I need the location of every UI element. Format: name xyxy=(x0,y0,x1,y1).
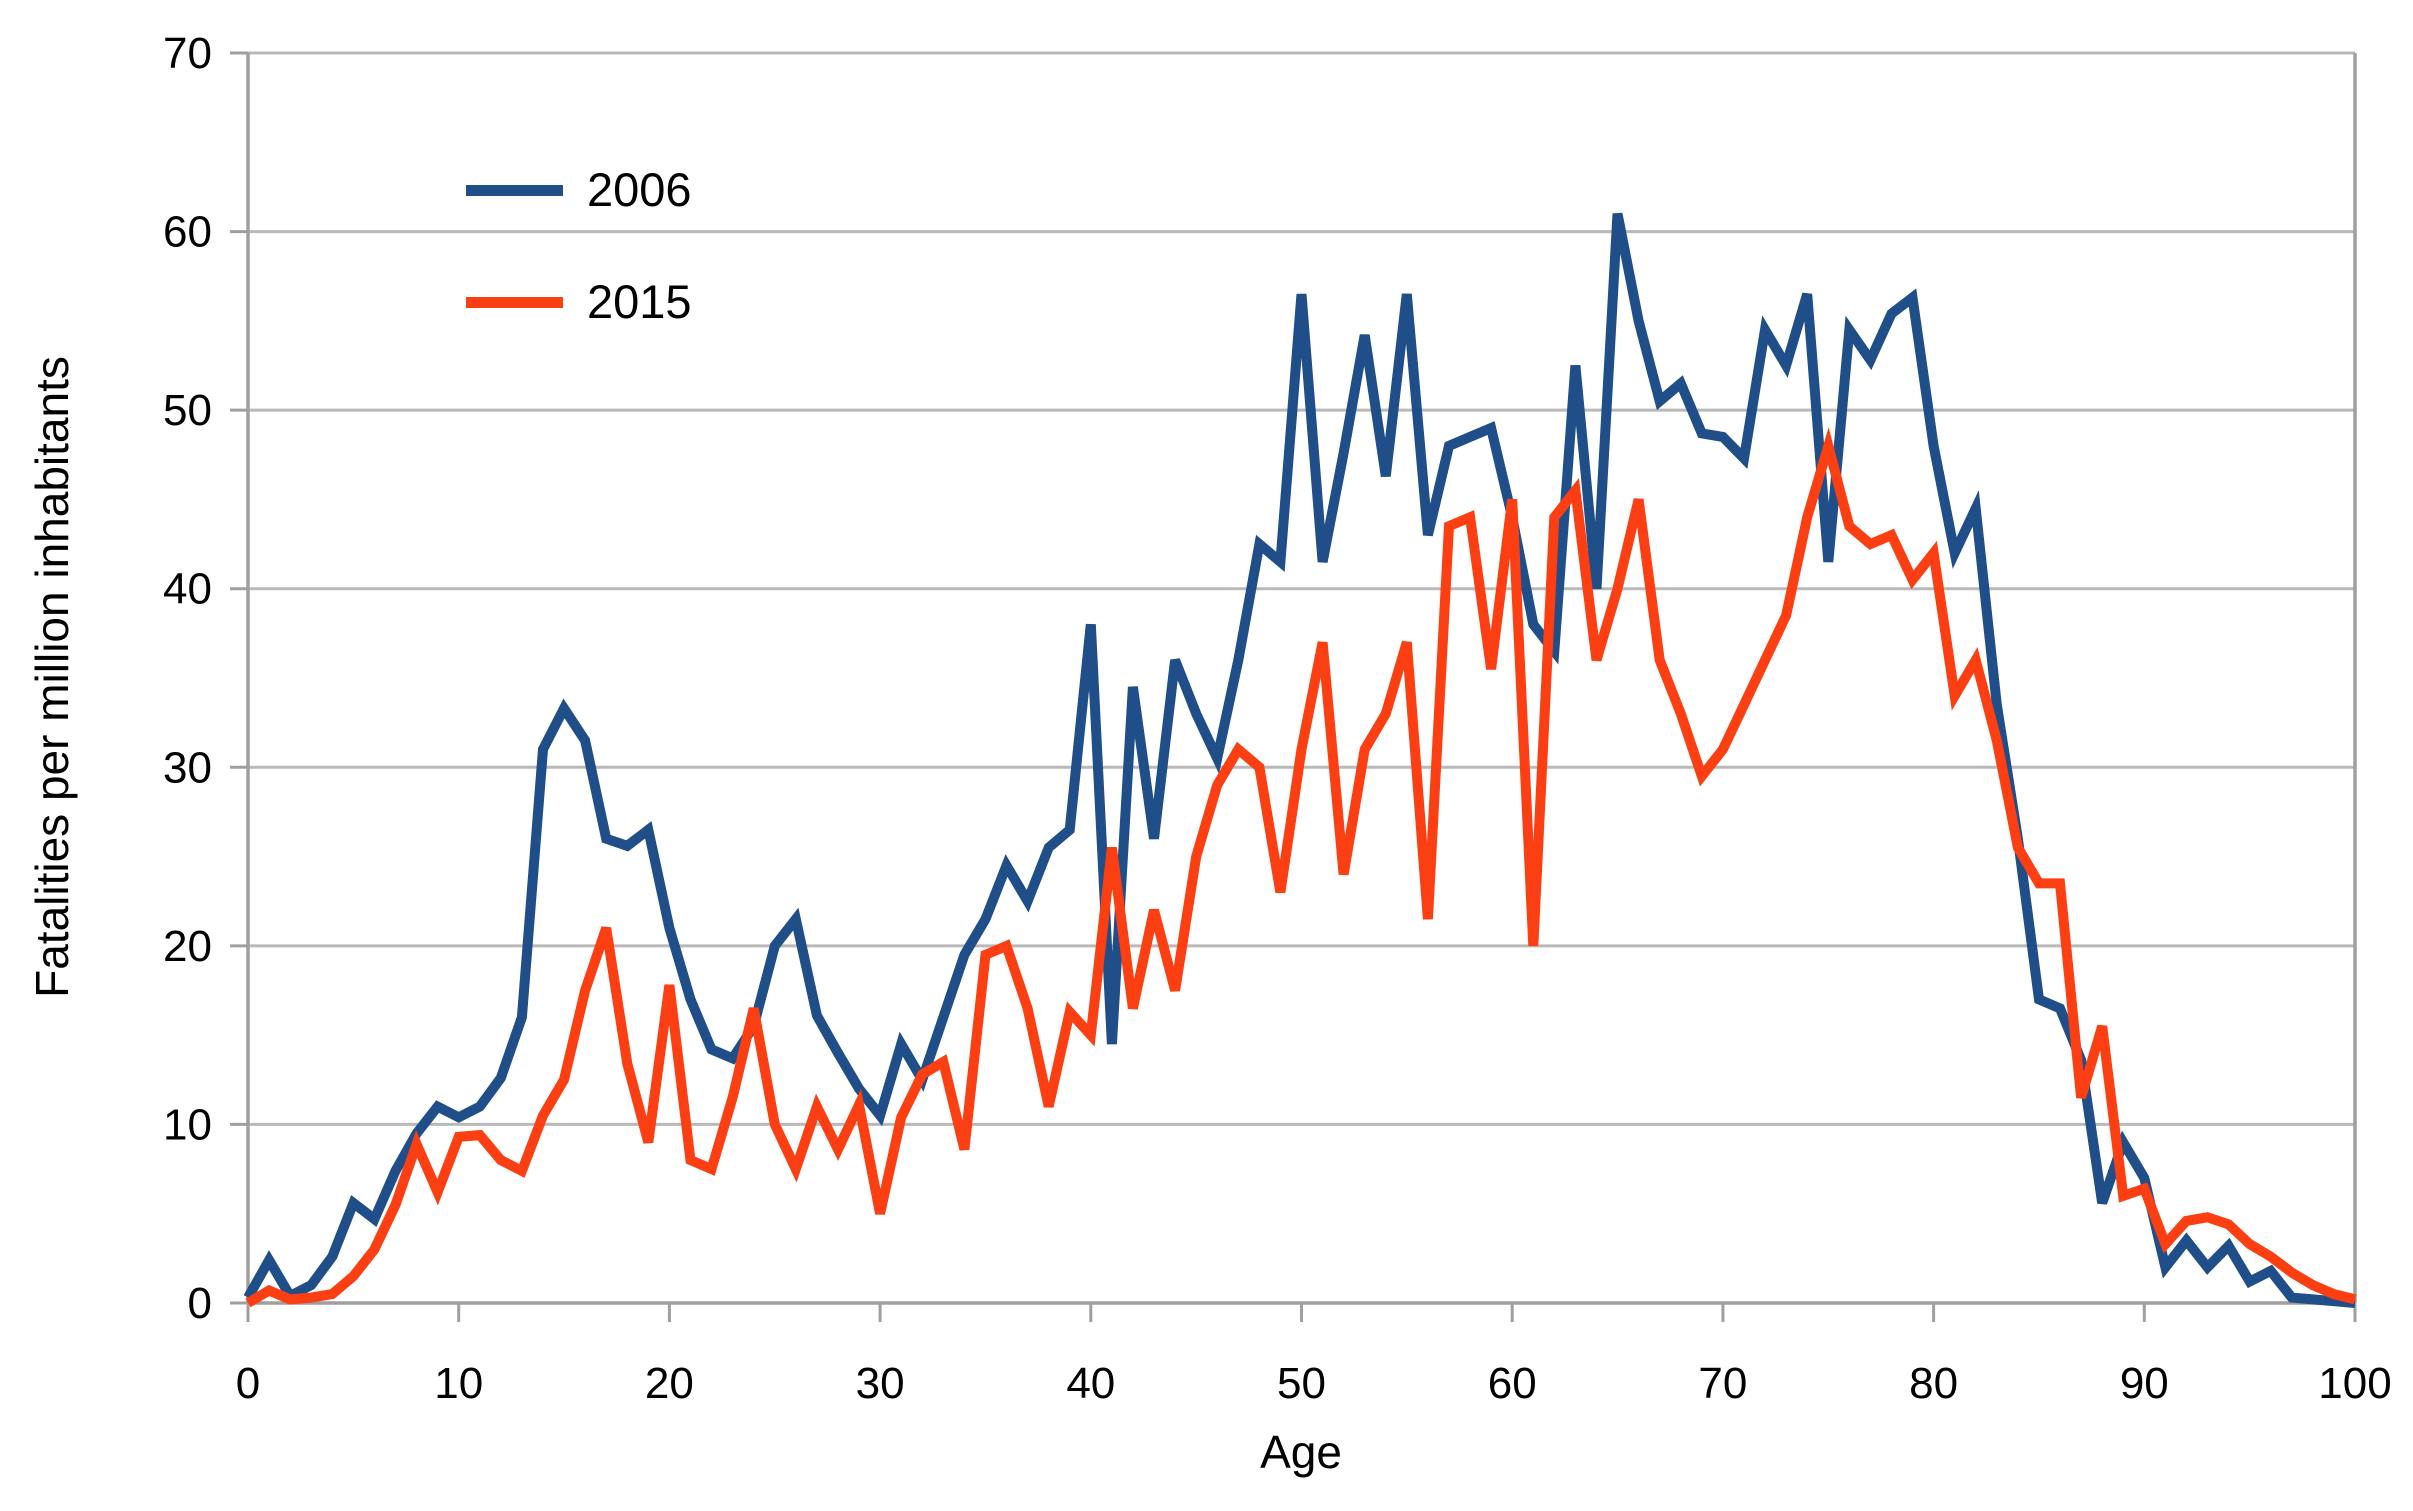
x-tick-label: 90 xyxy=(2120,1359,2169,1408)
x-tick-label: 80 xyxy=(1909,1359,1958,1408)
legend-label-2006: 2006 xyxy=(587,163,692,216)
x-tick-label: 10 xyxy=(434,1359,483,1408)
legend-swatch-2006 xyxy=(466,184,563,196)
y-tick-label: 0 xyxy=(188,1279,212,1328)
y-tick-label: 40 xyxy=(163,565,212,614)
x-tick-label: 20 xyxy=(645,1359,694,1408)
x-tick-label: 30 xyxy=(856,1359,905,1408)
legend-item-2015: 2015 xyxy=(466,275,692,329)
y-axis-title: Fatalities per million inhabitants xyxy=(26,356,78,998)
legend-label-2015: 2015 xyxy=(587,275,692,328)
x-axis-title: Age xyxy=(1260,1426,1342,1478)
x-tick-label: 60 xyxy=(1488,1359,1537,1408)
y-tick-label: 30 xyxy=(163,743,212,792)
legend-item-2006: 2006 xyxy=(466,163,692,217)
x-tick-label: 40 xyxy=(1066,1359,1115,1408)
y-tick-label: 20 xyxy=(163,922,212,971)
y-tick-label: 50 xyxy=(163,386,212,435)
y-tick-label: 70 xyxy=(163,29,212,78)
x-tick-label: 0 xyxy=(236,1359,260,1408)
series-line-2006 xyxy=(243,212,2356,1308)
x-tick-label: 100 xyxy=(2318,1359,2391,1408)
y-tick-label: 60 xyxy=(163,208,212,257)
y-tick-label: 10 xyxy=(163,1100,212,1149)
x-tick-label: 50 xyxy=(1277,1359,1326,1408)
series-line-2015 xyxy=(245,427,2357,1308)
x-tick-label: 70 xyxy=(1698,1359,1747,1408)
legend-swatch-2015 xyxy=(466,296,563,308)
